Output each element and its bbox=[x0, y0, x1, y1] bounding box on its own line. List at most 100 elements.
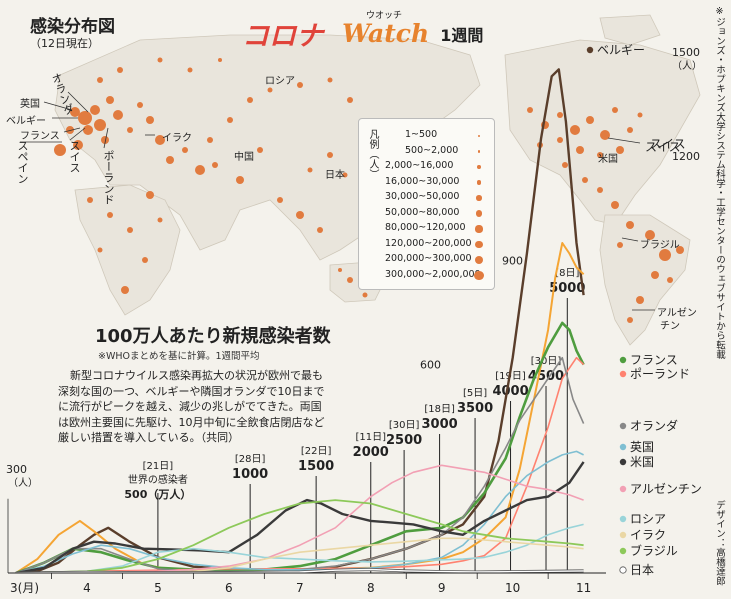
series-label-marker bbox=[619, 370, 627, 378]
y-tick-label: 600 bbox=[420, 359, 441, 372]
map-title: 感染分布図 bbox=[30, 17, 115, 37]
series-label: ロシア bbox=[630, 512, 666, 526]
article-text: 新型コロナウイルス感染再拡大の状況が欧州で最も 深刻な国の一つ、ベルギーや隣国オ… bbox=[58, 368, 358, 446]
x-tick-label: 3(月) bbox=[10, 581, 39, 595]
series-line bbox=[15, 464, 584, 574]
series-layer bbox=[15, 68, 585, 575]
label-brazil: ブラジル bbox=[640, 240, 680, 251]
annotation-value: 1000 bbox=[232, 467, 268, 482]
series-label: フランス bbox=[630, 353, 678, 367]
annotation-date: [22日] bbox=[301, 446, 332, 457]
annotation-value: 3500 bbox=[457, 401, 493, 416]
series-label: オランダ bbox=[630, 418, 678, 433]
annotation-value: 1500 bbox=[298, 459, 334, 474]
article-line-5: 厳しい措置を導入している。（共同） bbox=[58, 431, 240, 444]
series-label: スイス bbox=[650, 137, 686, 151]
legend-row-10: 300,000~2,000,000 bbox=[385, 268, 481, 280]
annotation-date: [30日] bbox=[531, 356, 562, 367]
legend-dot-5 bbox=[476, 195, 482, 201]
label-france: フランス bbox=[20, 131, 60, 142]
legend-dot-2 bbox=[477, 150, 481, 153]
legend-row-7: 80,000~120,000 bbox=[385, 222, 466, 233]
legend-dot-3 bbox=[477, 165, 481, 169]
legend-row-3: 2,000~16,000 bbox=[385, 160, 454, 171]
annotation-value: 500（万人） bbox=[124, 487, 191, 501]
article-line-3: に流行がピークを越え、減少の兆しがでてきた。両国 bbox=[58, 400, 322, 413]
article-line-2: 深刻な国の一つ、ベルギーや隣国オランダで10日まで bbox=[58, 384, 325, 398]
y-tick-label: 1500 bbox=[672, 46, 700, 59]
annotation-value: 2000 bbox=[353, 445, 389, 460]
y-axis-label: （人） bbox=[8, 477, 38, 489]
logo-suffix: 1週間 bbox=[440, 25, 484, 45]
series-label-marker bbox=[619, 458, 627, 466]
annotation-date: [21日] bbox=[143, 461, 174, 472]
x-tick-label: 4 bbox=[83, 581, 91, 595]
series-label: 米国 bbox=[630, 455, 654, 469]
source-note: ※ジョンズ・ホプキンズ大学システム科学・工学センターのウェブサイトから転載 bbox=[714, 6, 725, 359]
legend-row-5: 30,000~50,000 bbox=[385, 191, 460, 202]
annotation-date: [28日] bbox=[235, 454, 266, 465]
legend-row-9: 200,000~300,000 bbox=[385, 253, 472, 264]
series-label-marker bbox=[619, 356, 627, 364]
legend-row-6: 50,000~80,000 bbox=[385, 206, 460, 218]
x-tick-label: 7 bbox=[296, 581, 304, 595]
label-spain: スペイン bbox=[16, 140, 29, 184]
logo-mid: Watch bbox=[342, 19, 430, 48]
south-america-land bbox=[599, 214, 691, 346]
legend-row-1: 1~500 bbox=[405, 129, 438, 140]
legend-dot-10 bbox=[474, 270, 484, 281]
label-switzerland: スイス bbox=[645, 140, 681, 154]
annotation-value: 2500 bbox=[386, 433, 422, 448]
series-label: ブラジル bbox=[630, 543, 678, 558]
series-label-marker bbox=[619, 566, 627, 574]
label-argentina-a: アルゼン bbox=[657, 308, 697, 319]
label-poland: ポーランド bbox=[102, 150, 115, 205]
annotation-date: [11日] bbox=[355, 432, 386, 443]
x-tick-label: 6 bbox=[225, 581, 233, 595]
legend-row-8: 120,000~200,000 bbox=[385, 237, 472, 249]
series-line bbox=[15, 242, 585, 574]
annotation-value: 5000 bbox=[549, 281, 585, 296]
legend-dot-6 bbox=[475, 210, 483, 217]
series-label-marker bbox=[619, 443, 627, 451]
map-legend: 凡例（人） 1~500 500~2,000 2,000~16,000 16,000~3… bbox=[358, 118, 495, 290]
y-tick-label: 300 bbox=[6, 463, 27, 476]
chart-subtitle: ※WHOまとめを基に計算。1週間平均 bbox=[98, 351, 260, 362]
label-russia: ロシア bbox=[265, 76, 295, 87]
legend-row-2: 500~2,000 bbox=[405, 144, 459, 156]
label-swiss-eu: スイス bbox=[68, 140, 81, 173]
series-line bbox=[15, 321, 585, 575]
annotation-layer: [21日] 500（万人）世界の感染者 [28日] 1000 [22日] 1500 [11日… bbox=[124, 268, 585, 573]
label-japan: 日本 bbox=[325, 170, 345, 181]
map-date: （12日現在） bbox=[30, 37, 99, 50]
y-tick-label: 900 bbox=[502, 254, 523, 267]
legend-dot-1 bbox=[478, 135, 480, 137]
y-tick-label: 1200 bbox=[672, 150, 700, 163]
legend-dot-9 bbox=[474, 255, 484, 265]
x-tick-label: 10 bbox=[505, 581, 520, 595]
x-axis-band bbox=[0, 573, 620, 599]
series-label-marker bbox=[619, 422, 627, 430]
annotation-date: [30日] bbox=[389, 420, 420, 431]
series-label: アルゼンチン bbox=[630, 482, 702, 496]
legend-dot-8 bbox=[475, 240, 483, 249]
x-tick-label: 9 bbox=[438, 581, 446, 595]
annotation-value: 3000 bbox=[421, 417, 457, 432]
legend-row-4: 16,000~30,000 bbox=[385, 175, 460, 187]
legend-dot-7 bbox=[475, 225, 483, 233]
logo-prefix: コロナ bbox=[242, 21, 323, 52]
series-line bbox=[15, 356, 585, 574]
annotation-value: 4000 bbox=[492, 384, 528, 399]
x-tick-label: 5 bbox=[154, 581, 162, 595]
annotation-date: [18日] bbox=[424, 404, 455, 415]
article-line-4: は欧州主要国に先駆け、10月中旬に全飲食店閉店など bbox=[58, 415, 325, 429]
series-label-layer: ベルギースイスフランスポーランドオランダ英国米国アルゼンチンロシアイラクブラジル… bbox=[586, 43, 702, 577]
label-china: 中国 bbox=[234, 152, 254, 163]
series-label-marker bbox=[619, 531, 627, 539]
series-line bbox=[15, 523, 584, 574]
design-credit: デザイン：高橋達郎 bbox=[714, 500, 725, 586]
series-label-marker bbox=[619, 485, 627, 493]
chart-title: 100万人あたり新規感染者数 bbox=[95, 326, 331, 347]
